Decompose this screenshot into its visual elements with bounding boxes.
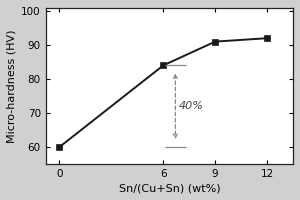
Text: 40%: 40% [179,101,204,111]
X-axis label: Sn/(Cu+Sn) (wt%): Sn/(Cu+Sn) (wt%) [118,183,220,193]
Y-axis label: Micro-hardness (HV): Micro-hardness (HV) [7,29,17,143]
